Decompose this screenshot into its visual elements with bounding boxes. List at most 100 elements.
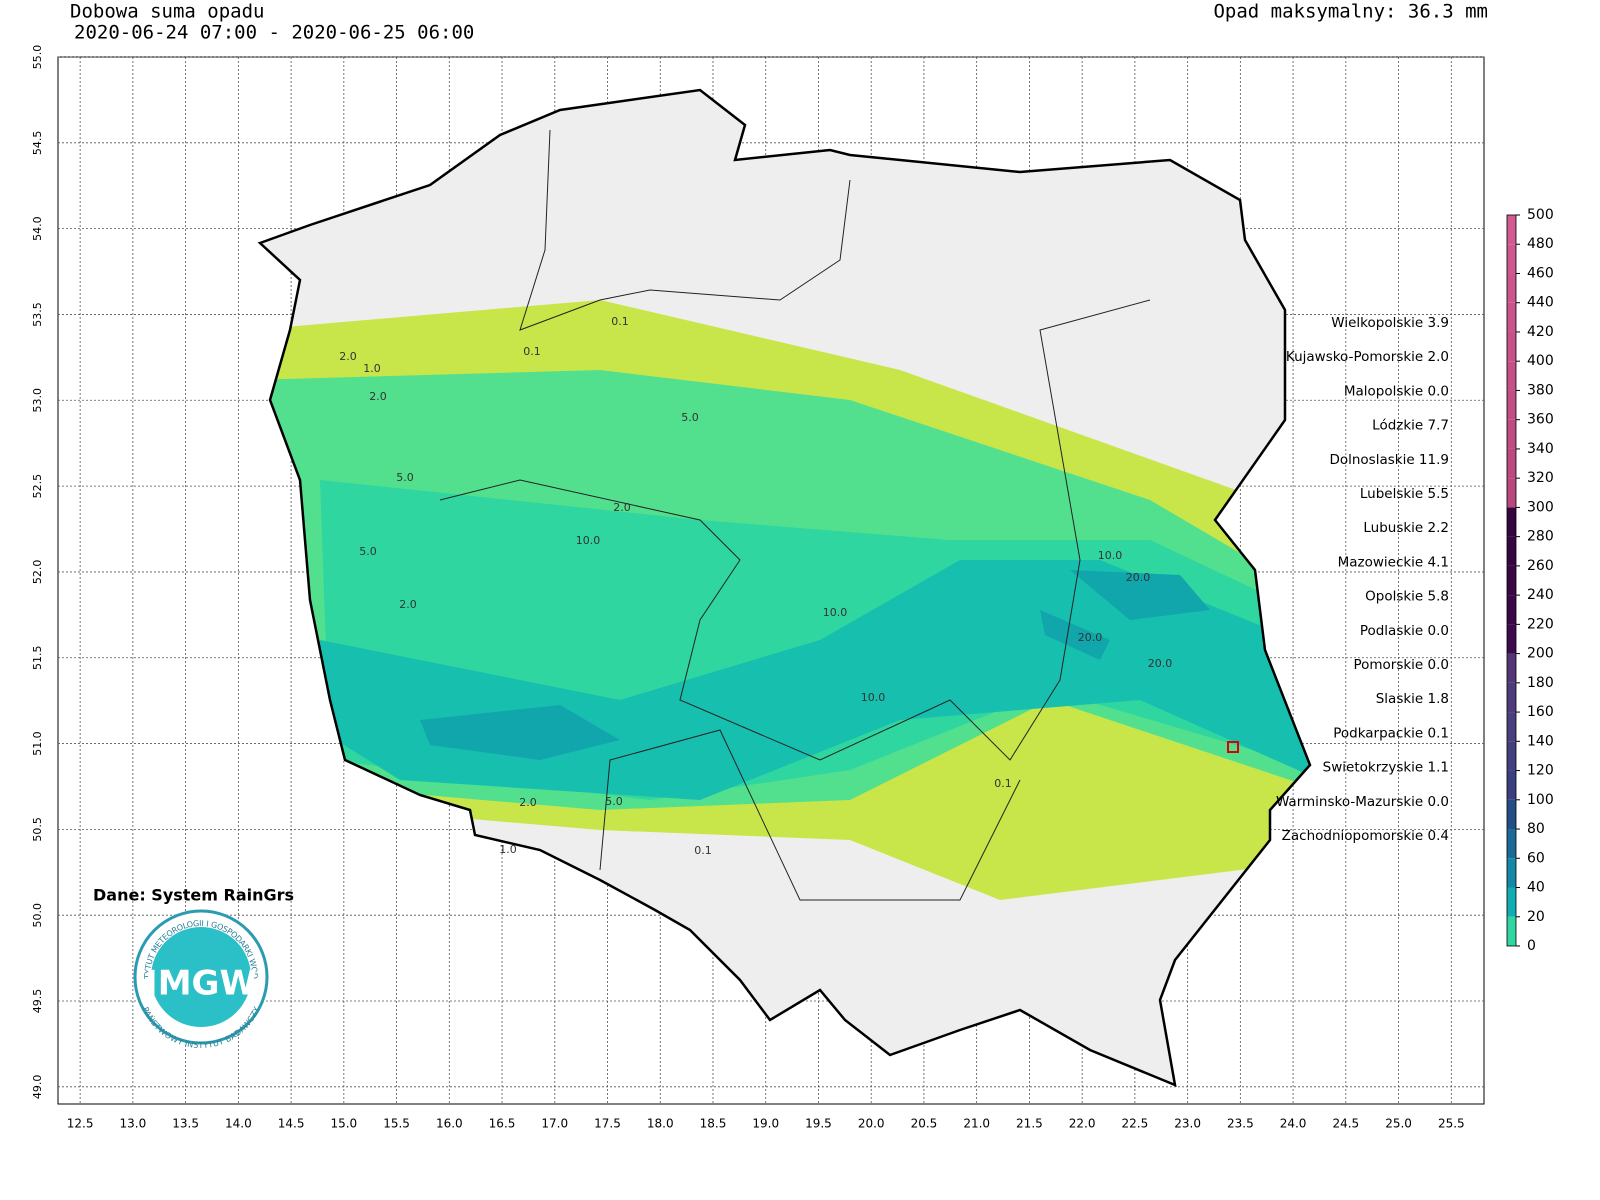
region-total: Lubuskie 2.2 [1363,520,1449,536]
x-tick-label: 21.0 [963,1117,990,1131]
colorbar-segment [1507,536,1516,566]
colorbar-segment [1507,419,1516,449]
colorbar-tick-label: 340 [1527,441,1554,457]
contour-label: 1.0 [363,362,381,375]
x-tick-label: 23.0 [1174,1117,1201,1131]
contour-label: 5.0 [396,471,414,484]
colorbar-tick-label: 500 [1527,207,1554,223]
colorbar-tick-label: 40 [1527,880,1545,896]
y-tick-label: 50.5 [31,817,44,842]
precip-field [260,90,1310,1085]
y-tick-label: 54.0 [31,216,44,241]
y-tick-label: 50.0 [31,903,44,928]
region-total: Pomorskie 0.0 [1353,657,1449,673]
x-tick-label: 22.5 [1122,1117,1149,1131]
colorbar-tick-label: 320 [1527,470,1554,486]
region-total: Swietokrzyskie 1.1 [1323,760,1449,776]
colorbar-segment [1507,595,1516,625]
y-tick-label: 51.0 [31,731,44,756]
colorbar-tick-label: 80 [1527,821,1545,837]
region-total: Kujawsko-Pomorskie 2.0 [1286,349,1449,365]
x-tick-label: 13.0 [120,1117,147,1131]
contour-label: 10.0 [1098,549,1123,562]
colorbar-segment [1507,478,1516,508]
y-tick-label: 49.5 [31,989,44,1014]
colorbar-segment [1507,682,1516,713]
region-total: Mazowieckie 4.1 [1338,554,1449,570]
region-total: Podkarpackie 0.1 [1333,725,1449,741]
colorbar-tick-label: 480 [1527,236,1554,252]
colorbar-segment [1507,741,1516,771]
x-tick-label: 18.5 [700,1117,727,1131]
region-total: Opolskie 5.8 [1365,589,1449,605]
x-tick-label: 12.5 [67,1117,94,1131]
colorbar-tick-label: 260 [1527,558,1554,574]
province-border [599,729,1021,901]
colorbar-segment [1507,244,1516,274]
colorbar-segment [1507,799,1516,830]
x-tick-label: 15.5 [383,1117,410,1131]
colorbar-tick-label: 240 [1527,587,1554,603]
contour-label: 2.0 [369,390,387,403]
colorbar-segment [1507,565,1516,596]
x-tick-label: 14.0 [225,1117,252,1131]
x-tick-label: 17.0 [541,1117,568,1131]
x-tick-label: 24.0 [1280,1117,1307,1131]
x-tick-label: 25.5 [1438,1117,1465,1131]
y-tick-label: 53.0 [31,388,44,413]
contour-label: 10.0 [823,606,848,619]
contour-label: 2.0 [339,350,357,363]
y-tick-label: 52.0 [31,560,44,585]
colorbar-segment [1507,829,1516,859]
max-precip: Opad maksymalny: 36.3 mm [1213,1,1488,23]
colorbar-tick-label: 300 [1527,499,1554,515]
colorbar-frame [1506,214,1517,947]
contour-label: 5.0 [605,795,623,808]
colorbar-tick-label: 180 [1527,675,1554,691]
colorbar-segment [1507,858,1516,888]
colorbar-tick-label: 440 [1527,295,1554,311]
x-tick-label: 13.5 [172,1117,199,1131]
contour-label: 2.0 [399,598,417,611]
colorbar-segment [1507,887,1516,917]
x-tick-label: 14.5 [278,1117,305,1131]
country-border [257,88,1312,1088]
y-tick-label: 49.0 [31,1075,44,1100]
y-tick-label: 51.5 [31,645,44,670]
x-tick-label: 18.0 [647,1117,674,1131]
x-tick-label: 22.0 [1069,1117,1096,1131]
colorbar-tick-label: 380 [1527,382,1554,398]
colorbar-tick-label: 460 [1527,265,1554,281]
colorbar-segment [1507,331,1516,362]
contour-label: 20.0 [1126,571,1151,584]
x-tick-label: 24.5 [1332,1117,1359,1131]
contour-label: 5.0 [359,545,377,558]
colorbar-segment [1507,712,1516,742]
x-tick-label: 23.5 [1227,1117,1254,1131]
colorbar-tick-label: 420 [1527,324,1554,340]
colorbar-tick-label: 200 [1527,646,1554,662]
region-total: Podlaskie 0.0 [1360,623,1449,639]
y-tick-label: 55.0 [31,45,44,70]
colorbar-segment [1507,653,1516,683]
contour-label: 2.0 [613,501,631,514]
title: Dobowa suma opadu [70,1,264,23]
period: 2020-06-24 07:00 - 2020-06-25 06:00 [74,22,474,44]
province-border [519,129,851,331]
province-border [439,299,1151,761]
x-tick-label: 17.5 [594,1117,621,1131]
contour-label: 2.0 [519,796,537,809]
colorbar-tick-label: 60 [1527,850,1545,866]
colorbar-tick-label: 160 [1527,704,1554,720]
colorbar-segment [1507,215,1516,245]
colorbar-tick-label: 0 [1527,938,1536,954]
colorbar-tick-label: 100 [1527,792,1554,808]
contour-label: 0.1 [994,777,1012,790]
colorbar-segment [1507,361,1516,391]
colorbar-segment [1507,507,1516,537]
contour-label: 20.0 [1148,657,1173,670]
x-tick-label: 20.0 [858,1117,885,1131]
y-tick-label: 54.5 [31,131,44,156]
x-tick-label: 16.5 [489,1117,516,1131]
source: Dane: System RainGrs [93,886,294,905]
